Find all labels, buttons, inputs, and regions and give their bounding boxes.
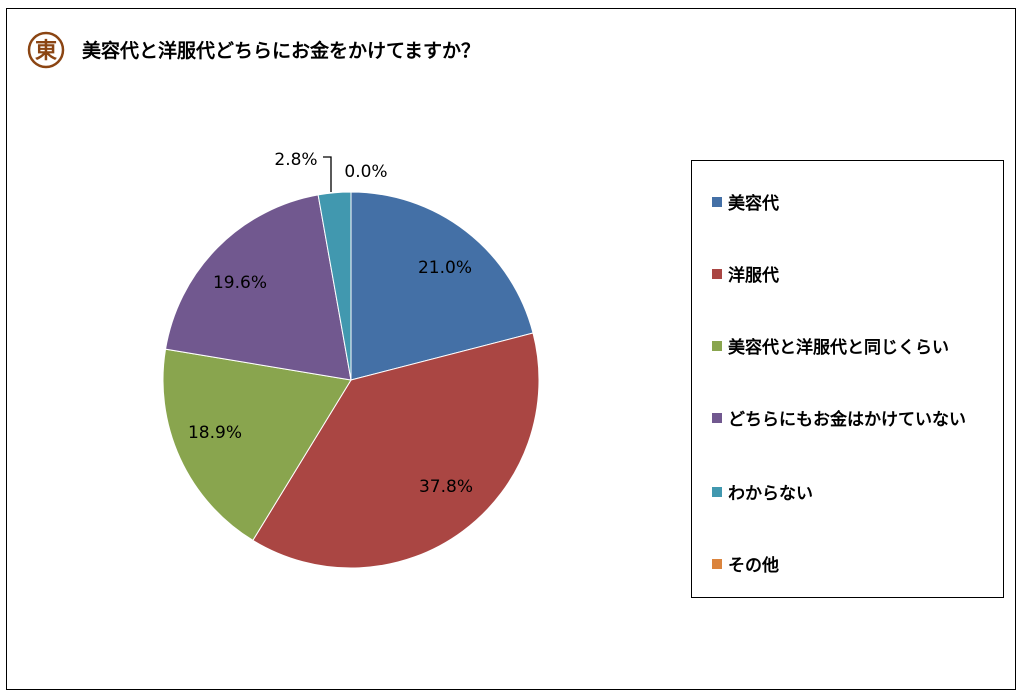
legend-label: 洋服代 (728, 266, 779, 286)
chart-title: 美容代と洋服代どちらにお金をかけてますか？ (82, 40, 481, 62)
legend-swatch (712, 558, 722, 569)
legend-label: わからない (728, 484, 813, 504)
pie-slice (162, 348, 352, 542)
legend-swatch (712, 412, 722, 423)
legend-swatch (712, 268, 722, 279)
legend-label: どちらにもお金はかけていない (728, 410, 966, 430)
legend-item: 美容代 (712, 189, 779, 214)
svg-text:東: 東 (35, 39, 57, 64)
legend-label: その他 (728, 556, 779, 576)
legend-item: 美容代と洋服代と同じくらい (712, 333, 949, 358)
legend-swatch (712, 486, 722, 497)
pie-slice (164, 194, 352, 381)
legend-swatch (712, 340, 722, 351)
legend-item: どちらにもお金はかけていない (712, 405, 966, 430)
legend-label: 美容代と洋服代と同じくらい (728, 338, 949, 358)
pie-slice (350, 191, 534, 381)
pie-slice (252, 332, 540, 569)
slice-data-label: 21.0% (418, 258, 472, 278)
slice-data-label: 19.6% (213, 273, 267, 293)
logo-seal: 東 (27, 31, 65, 69)
legend-item: 洋服代 (712, 261, 779, 286)
slice-data-label: 37.8% (419, 477, 473, 497)
slice-data-label: 18.9% (188, 423, 242, 443)
pie-slice (317, 191, 352, 381)
legend: 美容代洋服代美容代と洋服代と同じくらい どちらにもお金はかけていない わからないその… (691, 160, 1004, 598)
legend-item: その他 (712, 551, 779, 576)
legend-swatch (712, 196, 722, 207)
legend-item: わからない (712, 479, 813, 504)
slice-data-label: 0.0% (344, 162, 387, 182)
legend-label: 美容代 (728, 194, 779, 214)
slice-data-label: 2.8% (274, 150, 317, 170)
leader-line (323, 156, 332, 192)
